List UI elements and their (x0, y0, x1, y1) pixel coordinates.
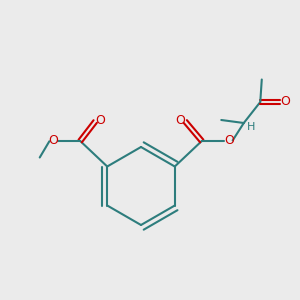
Text: O: O (224, 134, 234, 147)
Text: O: O (96, 113, 106, 127)
Text: H: H (247, 122, 256, 133)
Text: O: O (175, 113, 185, 127)
Text: O: O (48, 134, 58, 147)
Text: O: O (280, 94, 290, 108)
